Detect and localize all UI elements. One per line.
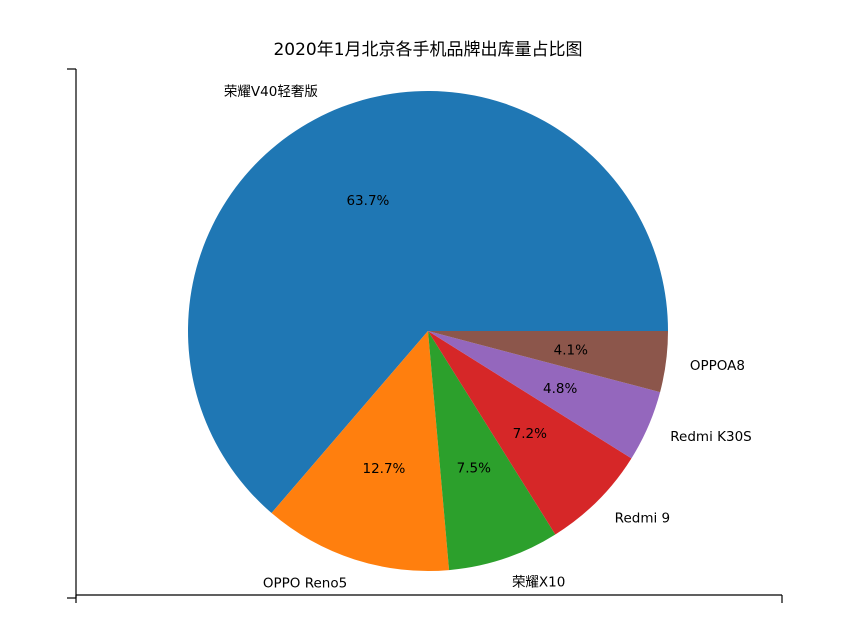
pie-slice-3 xyxy=(428,331,556,571)
category-label-2: OPPO Reno5 xyxy=(263,575,347,591)
category-label-1: 荣耀V40轻奢版 xyxy=(224,84,318,100)
category-label-3: 荣耀X10 xyxy=(512,574,565,590)
percent-label-1: 63.7% xyxy=(346,193,389,209)
percent-label-5: 4.8% xyxy=(543,381,577,397)
percent-labels: 63.7% 12.7% 7.5% 7.2% 4.8% 4.1% xyxy=(346,193,588,477)
pie-slice-4 xyxy=(428,331,632,535)
category-label-4: Redmi 9 xyxy=(615,511,670,527)
pie-slice-1 xyxy=(188,91,669,514)
chart-title: 2020年1月北京各手机品牌出库量占比图 xyxy=(273,40,582,60)
percent-label-6: 4.1% xyxy=(554,342,588,358)
percent-label-2: 12.7% xyxy=(362,461,405,477)
pie-slice-2 xyxy=(271,331,450,571)
category-label-6: OPPOA8 xyxy=(690,358,745,374)
category-labels: 荣耀V40轻奢版 OPPO Reno5 荣耀X10 Redmi 9 Redmi K30S… xyxy=(224,84,752,591)
pie-slice-5 xyxy=(428,331,661,459)
axes-frame xyxy=(67,68,783,603)
pie-slice-6 xyxy=(428,331,668,393)
percent-label-3: 7.5% xyxy=(457,461,491,477)
category-label-5: Redmi K30S xyxy=(670,429,751,445)
percent-label-4: 7.2% xyxy=(513,426,547,442)
pie-slices xyxy=(188,91,669,571)
